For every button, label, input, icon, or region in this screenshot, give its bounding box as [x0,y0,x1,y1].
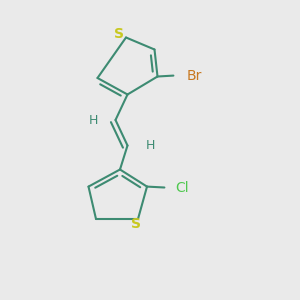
Text: H: H [145,139,155,152]
Text: H: H [88,114,98,127]
Text: S: S [114,28,124,41]
Text: Br: Br [187,69,202,82]
Text: Cl: Cl [175,181,188,194]
Text: S: S [130,217,141,231]
